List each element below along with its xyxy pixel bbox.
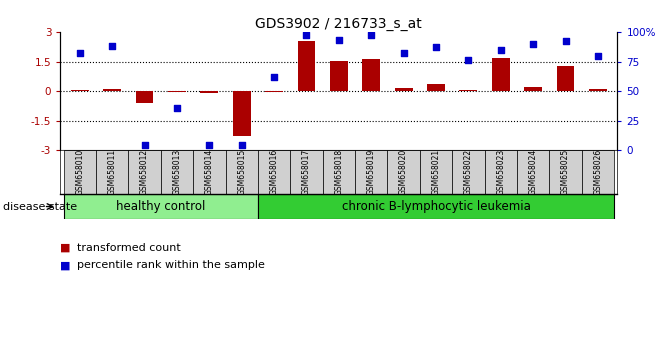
Point — [431, 45, 442, 50]
Text: GSM658023: GSM658023 — [497, 149, 505, 195]
Text: GSM658011: GSM658011 — [108, 149, 117, 195]
Bar — [161, 150, 193, 194]
Bar — [484, 150, 517, 194]
Point — [366, 33, 376, 38]
Text: GSM658021: GSM658021 — [431, 149, 440, 195]
Bar — [64, 150, 96, 194]
Point — [333, 37, 344, 43]
Text: GSM658022: GSM658022 — [464, 149, 473, 195]
Bar — [258, 194, 614, 219]
Text: GSM658025: GSM658025 — [561, 149, 570, 195]
Bar — [452, 150, 484, 194]
Bar — [557, 67, 574, 91]
Bar — [168, 91, 186, 92]
Bar — [71, 90, 89, 91]
Point — [592, 53, 603, 58]
Bar — [136, 91, 154, 103]
Bar — [420, 150, 452, 194]
Point — [172, 105, 183, 110]
Point — [107, 43, 117, 49]
Point — [236, 142, 247, 147]
Text: GSM658010: GSM658010 — [75, 149, 85, 195]
Bar — [550, 150, 582, 194]
Text: chronic B-lymphocytic leukemia: chronic B-lymphocytic leukemia — [342, 200, 531, 213]
Bar — [387, 150, 420, 194]
Text: GSM658018: GSM658018 — [334, 149, 344, 195]
Text: GSM658026: GSM658026 — [593, 149, 603, 195]
Point — [399, 50, 409, 56]
Point — [495, 47, 506, 52]
Bar — [582, 150, 614, 194]
Bar — [64, 194, 258, 219]
Bar — [323, 150, 355, 194]
Text: GSM658016: GSM658016 — [270, 149, 278, 195]
Bar — [492, 58, 510, 91]
Bar — [297, 41, 315, 91]
Bar — [103, 89, 121, 91]
Point — [74, 50, 85, 56]
Text: GSM658017: GSM658017 — [302, 149, 311, 195]
Text: percentile rank within the sample: percentile rank within the sample — [77, 261, 265, 270]
Title: GDS3902 / 216733_s_at: GDS3902 / 216733_s_at — [256, 17, 422, 31]
Text: transformed count: transformed count — [77, 243, 181, 253]
Point — [528, 41, 539, 47]
Bar — [460, 90, 477, 91]
Bar — [265, 91, 283, 92]
Bar — [589, 89, 607, 91]
Bar — [330, 61, 348, 91]
Bar — [193, 150, 225, 194]
Bar — [517, 150, 550, 194]
Bar — [96, 150, 128, 194]
Point — [139, 142, 150, 147]
Point — [463, 57, 474, 63]
Bar — [225, 150, 258, 194]
Bar — [128, 150, 161, 194]
Bar — [524, 87, 542, 91]
Text: ■: ■ — [60, 261, 71, 270]
Text: GSM658013: GSM658013 — [172, 149, 181, 195]
Bar — [291, 150, 323, 194]
Text: GSM658014: GSM658014 — [205, 149, 214, 195]
Text: GSM658019: GSM658019 — [367, 149, 376, 195]
Text: GSM658020: GSM658020 — [399, 149, 408, 195]
Bar — [233, 91, 251, 136]
Point — [204, 142, 215, 147]
Bar — [201, 91, 218, 93]
Bar — [362, 58, 380, 91]
Text: ■: ■ — [60, 243, 71, 253]
Text: disease state: disease state — [3, 201, 77, 212]
Point — [560, 39, 571, 44]
Bar — [258, 150, 291, 194]
Text: GSM658015: GSM658015 — [238, 149, 246, 195]
Point — [301, 33, 312, 38]
Bar — [427, 84, 445, 91]
Bar — [395, 88, 413, 91]
Text: GSM658024: GSM658024 — [529, 149, 537, 195]
Text: healthy control: healthy control — [116, 200, 205, 213]
Point — [268, 74, 279, 80]
Text: GSM658012: GSM658012 — [140, 149, 149, 195]
Bar — [355, 150, 387, 194]
